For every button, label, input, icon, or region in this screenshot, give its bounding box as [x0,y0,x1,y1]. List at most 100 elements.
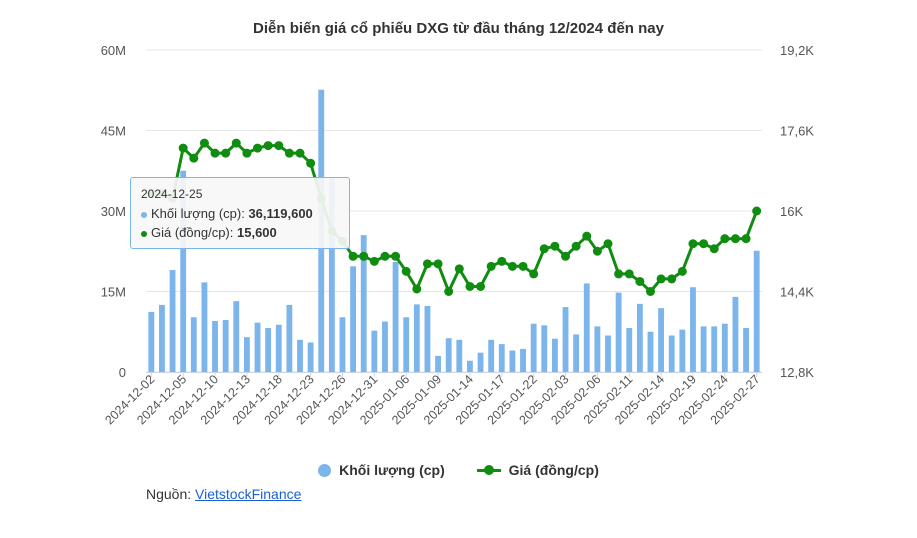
right-axis-tick-label: 14,4K [780,285,814,300]
volume-bar [721,323,728,372]
volume-bar [328,178,335,372]
volume-bar [243,337,250,372]
volume-bar [753,250,760,372]
volume-bar [286,304,293,372]
volume-bar [541,325,548,372]
tooltip-price-value: 15,600 [237,225,277,240]
price-point [380,251,390,261]
tooltip-price-dot [141,230,147,237]
price-point [178,143,188,153]
source-note: Nguồn: VietstockFinance [146,486,301,502]
price-point [561,251,571,261]
source-prefix: Nguồn: [146,486,196,502]
price-point [231,138,241,148]
volume-bar [159,304,165,372]
price-series-line [151,141,759,293]
left-axis-tick-label: 0 [119,365,126,380]
volume-bar [467,360,473,372]
volume-bar [626,327,633,372]
right-axis-tick-label: 19,2K [780,43,814,58]
price-point [592,246,602,256]
volume-bar [413,304,420,372]
price-point [539,244,549,254]
volume-bar [265,327,272,372]
price-point [677,266,687,276]
price-point [624,269,634,279]
price-point [529,269,539,279]
price-point [550,241,560,251]
price-point [571,241,581,251]
left-axis-tick-label: 30M [101,204,126,219]
price-point [635,276,645,286]
price-point [401,266,411,276]
price-point [412,284,422,294]
volume-bar [605,335,611,372]
price-point [688,239,698,249]
price-point [709,244,719,254]
price-point [720,234,730,244]
price-point [507,261,517,271]
volume-bar [530,323,537,372]
volume-bar [647,331,654,372]
price-point [699,239,709,249]
price-point [210,148,220,158]
price-point [582,231,592,241]
tooltip-volume-label: Khối lượng (cp): [151,206,249,221]
volume-bar [551,338,558,372]
volume-bar [148,311,155,372]
price-point [741,234,751,244]
volume-bar [594,326,601,372]
legend-price-label: Giá (đồng/cp) [508,462,599,478]
volume-bar [690,287,696,372]
price-point [497,256,507,266]
price-point [348,251,358,261]
right-axis-tick-label: 16K [780,204,803,219]
volume-bar [477,352,484,372]
price-point [391,251,401,261]
volume-bar [360,235,367,372]
volume-bar [498,344,505,372]
tooltip-date: 2024-12-25 [141,187,203,201]
price-point [476,281,486,291]
price-point [189,153,199,163]
volume-bar [222,319,229,372]
price-point [199,138,209,148]
tooltip-volume-dot [141,211,147,218]
right-axis-tick-label: 17,6K [780,124,814,139]
tooltip-volume-value: 36,119,600 [248,206,313,221]
legend-item-price[interactable]: Giá (đồng/cp) [476,462,599,478]
price-point [454,264,464,274]
price-point [486,261,496,271]
volume-bar [732,296,739,372]
right-axis-tick-label: 12,8K [780,365,814,380]
volume-bar [201,282,208,372]
tooltip-price-label: Giá (đồng/cp): [151,225,237,240]
price-point [465,281,475,291]
price-point [359,251,369,261]
volume-bar [180,170,187,372]
price-point [444,287,454,296]
source-link[interactable]: VietstockFinance [195,486,302,502]
tooltip-volume-row: Khối lượng (cp): 36,119,600 [141,204,339,223]
volume-bar [668,335,675,372]
price-point [645,287,655,296]
price-point [263,141,273,151]
volume-bar [573,334,580,372]
legend-item-volume[interactable]: Khối lượng (cp) [318,462,445,478]
volume-bar [445,338,452,372]
volume-bar [520,348,526,372]
price-point [614,269,624,279]
volume-bar [615,292,622,372]
volume-bar [509,350,516,372]
volume-bar [424,305,431,372]
volume-bar [562,307,569,372]
price-point [253,143,263,153]
price-point [656,274,666,284]
volume-bar [636,303,643,372]
volume-bar [679,329,686,372]
legend: Khối lượng (cp) Giá (đồng/cp) [0,462,917,480]
volume-bar [275,324,282,372]
volume-bar [583,283,590,372]
left-axis-tick-label: 15M [101,285,126,300]
